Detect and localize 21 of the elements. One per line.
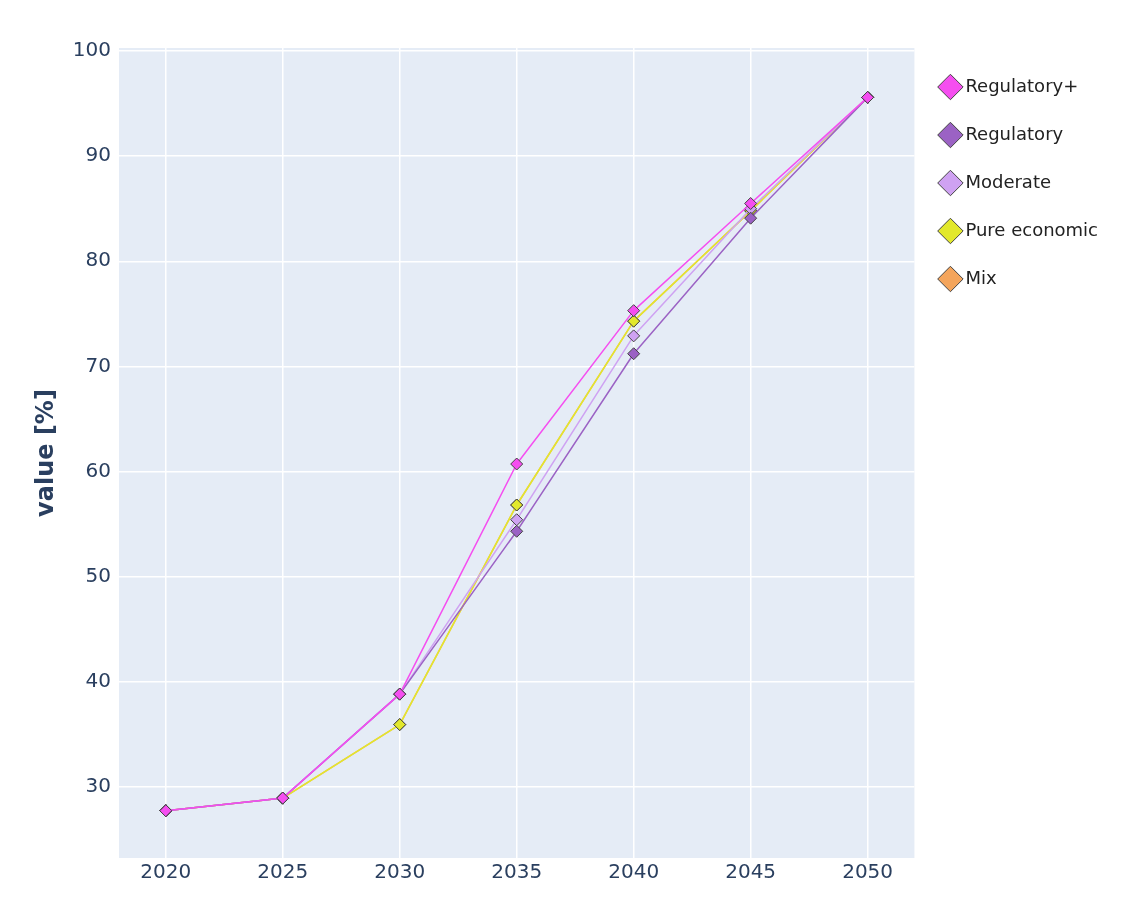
y-tick-label: 50 [85, 562, 111, 587]
x-tick-label: 2030 [374, 859, 426, 884]
legend-label: Pure economic [965, 218, 1099, 240]
legend-label: Mix [965, 266, 997, 288]
y-tick-label: 80 [85, 247, 111, 272]
x-tick-label: 2050 [842, 859, 894, 884]
legend-label: Regulatory [965, 122, 1064, 144]
x-tick-label: 2025 [257, 859, 309, 884]
y-axis-title: value [%] [30, 389, 59, 517]
x-tick-label: 2020 [140, 859, 192, 884]
y-tick-label: 60 [85, 457, 111, 482]
y-tick-label: 30 [85, 772, 111, 797]
x-tick-label: 2045 [725, 859, 777, 884]
y-tick-label: 90 [85, 142, 111, 167]
y-tick-label: 40 [85, 667, 111, 692]
y-tick-label: 100 [72, 37, 111, 62]
x-tick-label: 2035 [491, 859, 543, 884]
y-tick-label: 70 [85, 352, 111, 377]
legend-label: Regulatory+ [965, 74, 1079, 96]
x-tick-label: 2040 [608, 859, 660, 884]
legend-label: Moderate [965, 170, 1052, 192]
